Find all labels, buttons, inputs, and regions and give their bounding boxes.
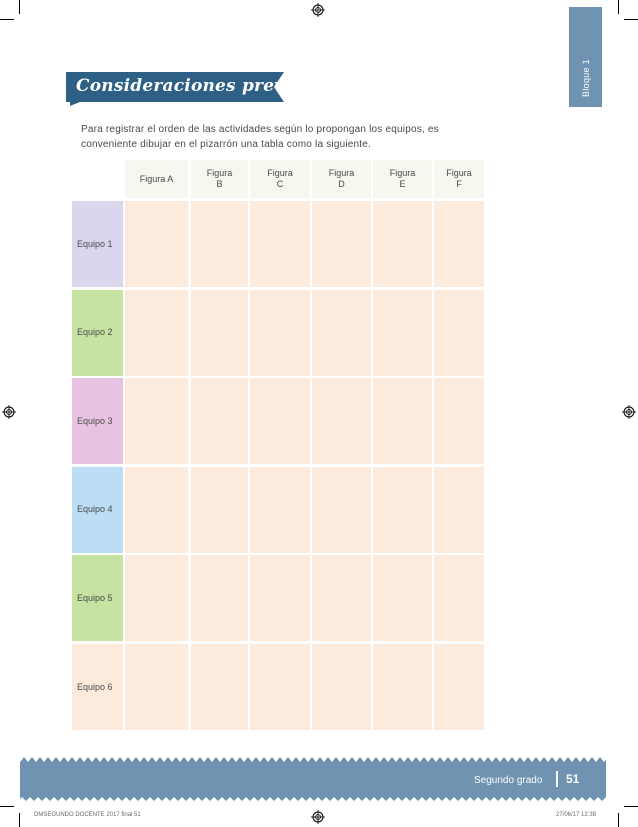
- page-number: 51: [566, 772, 580, 786]
- row-label: Equipo 6: [72, 644, 123, 730]
- footer-band: [20, 756, 606, 801]
- table-cell: [125, 378, 188, 465]
- row-label: Equipo 3: [72, 378, 123, 465]
- crop-mark: [624, 19, 638, 20]
- table-cell: [434, 201, 484, 287]
- table-cell: [312, 466, 371, 553]
- table-cell: [125, 201, 188, 287]
- intro-paragraph: Para registrar el orden de las actividad…: [81, 124, 439, 150]
- table-cell: [373, 466, 432, 553]
- column-header: Figura E: [373, 160, 432, 198]
- registration-mark-icon: [311, 810, 325, 824]
- table-cell: [191, 644, 248, 730]
- table-cell: [250, 201, 310, 287]
- table-cell: [250, 289, 310, 376]
- crop-mark: [0, 806, 14, 807]
- registration-mark-icon: [311, 3, 325, 17]
- table-cell: [191, 466, 248, 553]
- crop-mark: [618, 813, 619, 827]
- table-cell: [125, 466, 188, 553]
- table-cell: [312, 378, 371, 465]
- print-slug-left: DMSEGUNDO DOCENTE 2017 final 51: [34, 812, 141, 818]
- row-label: Equipo 2: [72, 289, 123, 376]
- table-cell: [191, 555, 248, 642]
- footer-divider: [556, 771, 558, 787]
- registration-mark-icon: [622, 405, 636, 419]
- table-cell: [373, 378, 432, 465]
- table-cell: [312, 289, 371, 376]
- footer-grade: Segundo grado: [474, 775, 543, 786]
- column-header: Figura A: [125, 160, 188, 198]
- row-label: Equipo 4: [72, 466, 123, 553]
- section-title: Consideraciones previas: [76, 76, 312, 96]
- table-cell: [191, 201, 248, 287]
- table-cell: [312, 644, 371, 730]
- crop-mark: [624, 806, 638, 807]
- registration-mark-icon: [2, 405, 16, 419]
- table-cell: [373, 555, 432, 642]
- table-cell: [125, 555, 188, 642]
- table-cell: [434, 555, 484, 642]
- crop-mark: [618, 0, 619, 14]
- table-cell: [312, 201, 371, 287]
- column-header: Figura C: [250, 160, 310, 198]
- table-cell: [191, 378, 248, 465]
- bloque-tab: [569, 7, 602, 107]
- section-header: Consideraciones previas: [62, 72, 312, 106]
- column-header: Figura D: [312, 160, 371, 198]
- table-cell: [250, 466, 310, 553]
- table-cell: [373, 289, 432, 376]
- table-cell: [373, 201, 432, 287]
- header-banner: [66, 72, 284, 106]
- footer-band-shape: [20, 757, 606, 801]
- crop-mark: [19, 813, 20, 827]
- bloque-label: Bloque 1: [581, 59, 591, 97]
- table-cell: [312, 555, 371, 642]
- table-cell: [125, 289, 188, 376]
- table-cell: [250, 555, 310, 642]
- table-cell: [125, 644, 188, 730]
- table-cell: [373, 644, 432, 730]
- row-label: Equipo 1: [72, 201, 123, 287]
- table-cell: [191, 289, 248, 376]
- table-cell: [434, 289, 484, 376]
- crop-mark: [19, 0, 20, 14]
- print-slug-right: 27/06/17 12:38: [556, 812, 597, 818]
- table-cell: [434, 466, 484, 553]
- table-cell: [434, 378, 484, 465]
- table-cell: [250, 644, 310, 730]
- crop-mark: [0, 19, 14, 20]
- row-label: Equipo 5: [72, 555, 123, 642]
- table-cell: [434, 644, 484, 730]
- table-cell: [250, 378, 310, 465]
- column-header: Figura F: [434, 160, 484, 198]
- column-header: Figura B: [191, 160, 248, 198]
